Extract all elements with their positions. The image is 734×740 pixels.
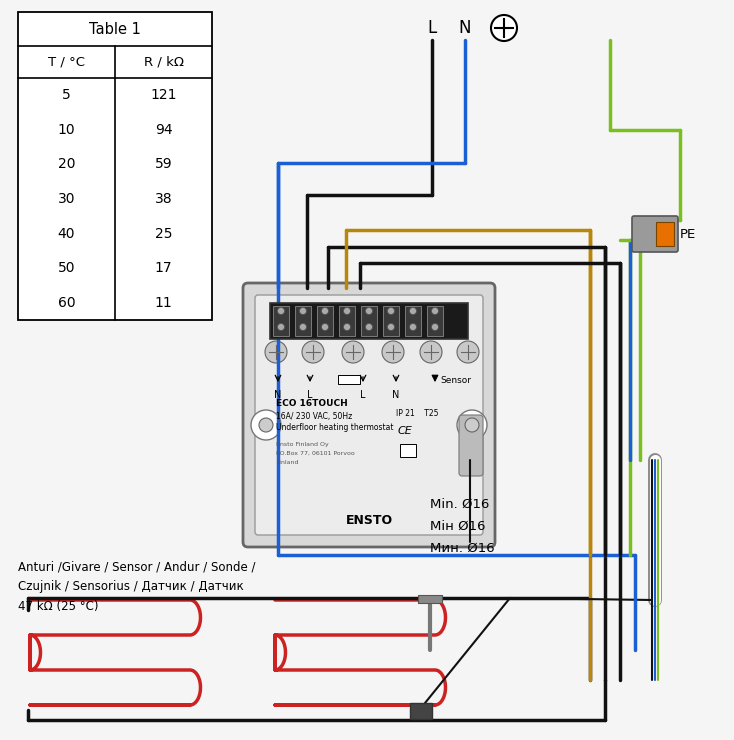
Circle shape <box>432 308 438 314</box>
Circle shape <box>382 341 404 363</box>
Circle shape <box>410 323 416 331</box>
Text: Sensor: Sensor <box>440 376 471 385</box>
Bar <box>295 306 310 336</box>
Bar <box>400 444 416 457</box>
Text: L: L <box>308 390 313 400</box>
Bar <box>427 306 443 336</box>
Text: 30: 30 <box>58 192 76 206</box>
Text: Anturi /Givare / Sensor / Andur / Sonde /
Czujnik / Sensorius / Датчик / Датчик
: Anturi /Givare / Sensor / Andur / Sonde … <box>18 560 255 613</box>
Text: ECO 16TOUCH: ECO 16TOUCH <box>276 399 348 408</box>
Text: N: N <box>459 19 471 37</box>
Text: 94: 94 <box>155 123 172 137</box>
Text: 17: 17 <box>155 261 172 275</box>
Circle shape <box>342 341 364 363</box>
Circle shape <box>491 15 517 41</box>
Text: Min. Ø16: Min. Ø16 <box>430 498 490 511</box>
Text: 11: 11 <box>155 296 172 310</box>
Circle shape <box>321 323 329 331</box>
Bar <box>383 306 399 336</box>
Text: 59: 59 <box>155 158 172 172</box>
Bar <box>338 375 360 384</box>
Circle shape <box>321 308 329 314</box>
Bar <box>339 306 355 336</box>
Text: L: L <box>427 19 437 37</box>
Circle shape <box>432 323 438 331</box>
Text: 5: 5 <box>62 88 71 102</box>
Text: N: N <box>392 390 400 400</box>
Text: Finland: Finland <box>276 460 299 465</box>
Bar <box>410 703 432 719</box>
Text: Miн Ø16: Miн Ø16 <box>430 520 485 533</box>
FancyBboxPatch shape <box>255 295 483 535</box>
FancyBboxPatch shape <box>632 216 678 252</box>
Circle shape <box>259 418 273 432</box>
Text: PO.Box 77, 06101 Porvoo: PO.Box 77, 06101 Porvoo <box>276 451 355 456</box>
Text: N: N <box>275 390 282 400</box>
Circle shape <box>277 323 285 331</box>
Bar <box>405 306 421 336</box>
Circle shape <box>465 418 479 432</box>
Text: ENSTO: ENSTO <box>346 514 393 526</box>
Circle shape <box>388 323 394 331</box>
Circle shape <box>457 341 479 363</box>
Bar <box>418 595 442 603</box>
Bar <box>18 12 212 320</box>
Circle shape <box>457 410 487 440</box>
Text: Table 1: Table 1 <box>89 21 141 36</box>
Text: L: L <box>360 390 366 400</box>
Bar <box>273 306 288 336</box>
Text: R / kΩ: R / kΩ <box>144 56 184 69</box>
Bar <box>656 222 674 246</box>
Text: 60: 60 <box>58 296 76 310</box>
FancyBboxPatch shape <box>243 283 495 547</box>
Text: 10: 10 <box>58 123 76 137</box>
Circle shape <box>277 308 285 314</box>
Circle shape <box>299 308 307 314</box>
Circle shape <box>299 323 307 331</box>
Circle shape <box>388 308 394 314</box>
Text: 50: 50 <box>58 261 76 275</box>
Circle shape <box>302 341 324 363</box>
Text: T / °C: T / °C <box>48 56 85 69</box>
Bar <box>361 306 377 336</box>
Text: 121: 121 <box>150 88 177 102</box>
Text: Underfloor heating thermostat: Underfloor heating thermostat <box>276 423 393 432</box>
Circle shape <box>344 308 351 314</box>
Text: PE: PE <box>680 227 697 241</box>
Text: Мин. Ø16: Мин. Ø16 <box>430 542 495 555</box>
Circle shape <box>344 323 351 331</box>
FancyBboxPatch shape <box>459 415 483 476</box>
Circle shape <box>410 308 416 314</box>
Text: 25: 25 <box>155 226 172 240</box>
Circle shape <box>366 308 372 314</box>
Text: 40: 40 <box>58 226 76 240</box>
Circle shape <box>366 323 372 331</box>
Text: 16A/ 230 VAC, 50Hz: 16A/ 230 VAC, 50Hz <box>276 412 352 421</box>
Text: IP 21    T25: IP 21 T25 <box>396 409 438 418</box>
Circle shape <box>251 410 281 440</box>
Text: CE: CE <box>398 426 413 436</box>
Text: Ensto Finland Oy: Ensto Finland Oy <box>276 442 329 447</box>
Circle shape <box>420 341 442 363</box>
Text: 38: 38 <box>155 192 172 206</box>
Bar <box>270 303 468 339</box>
Bar <box>317 306 333 336</box>
Circle shape <box>265 341 287 363</box>
Text: 20: 20 <box>58 158 76 172</box>
